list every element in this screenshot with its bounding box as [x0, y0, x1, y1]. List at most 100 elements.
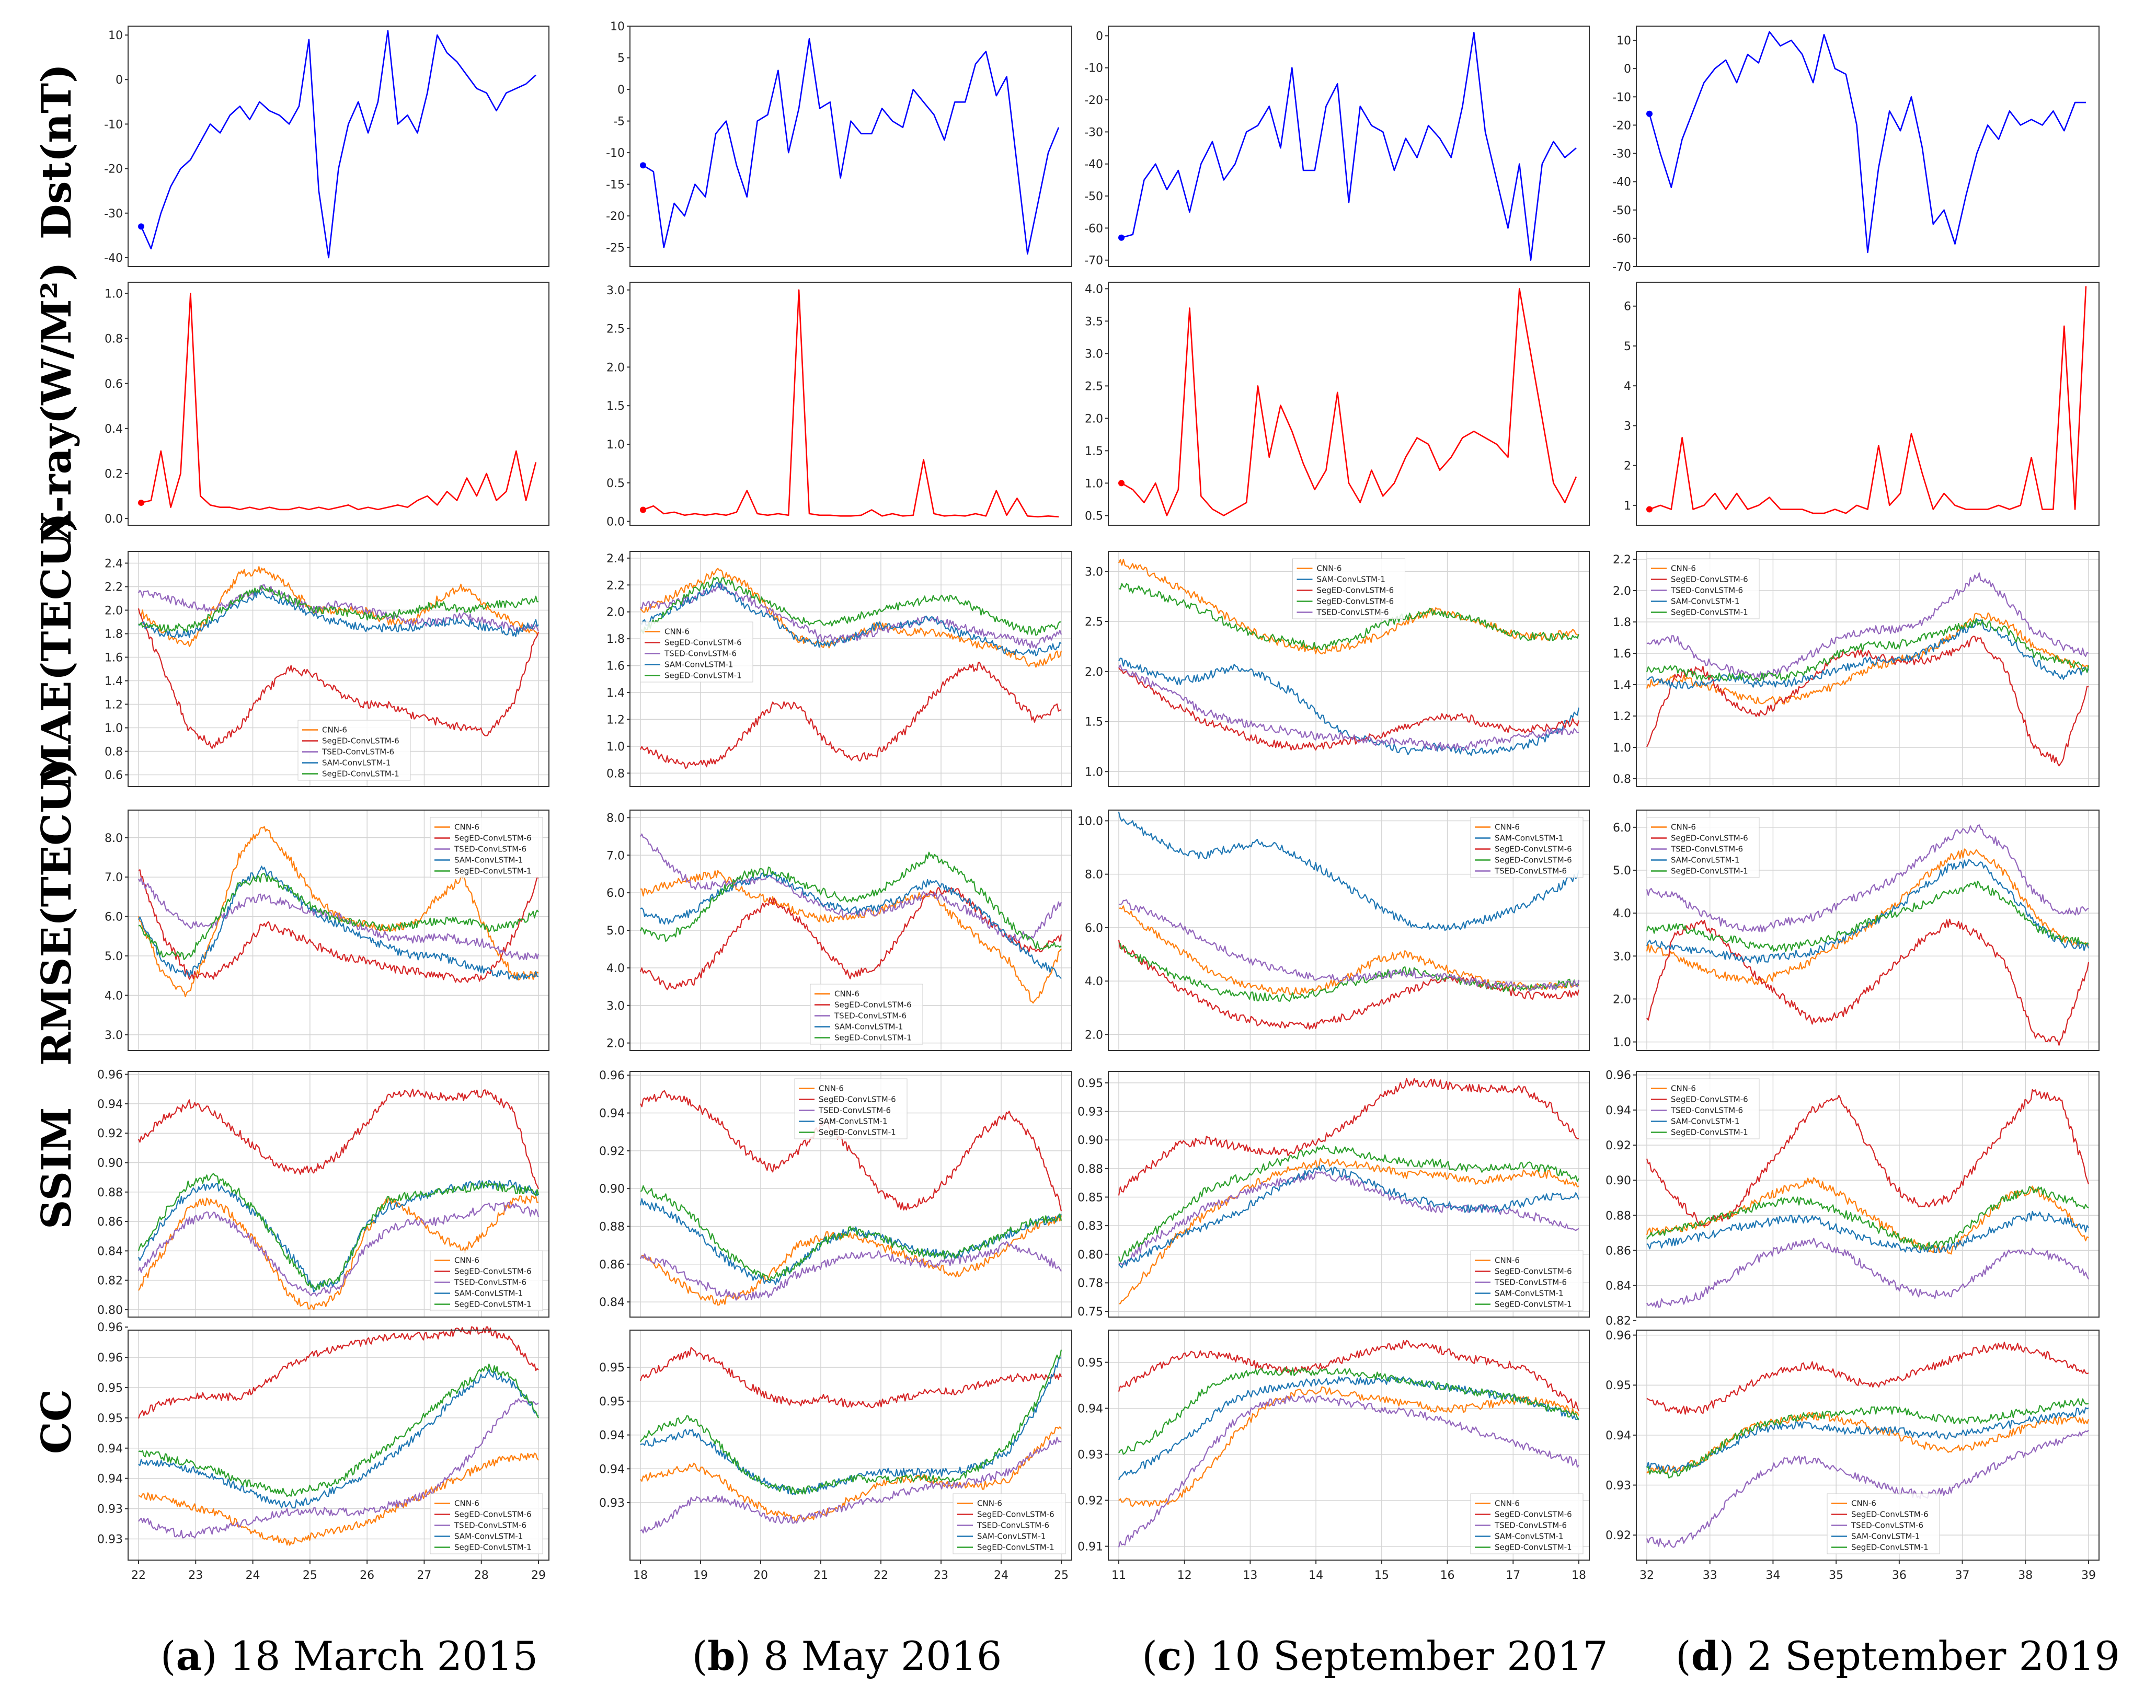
y-tick-label: 5	[617, 52, 625, 65]
y-tick-label: 1.8	[105, 628, 123, 641]
y-tick-label: 0.94	[1077, 1403, 1103, 1416]
x-tick-label: 28	[474, 1569, 489, 1582]
y-tick-label: 2.0	[1085, 666, 1103, 679]
y-tick-label: -30	[104, 207, 123, 221]
legend: CNN-6SegED-ConvLSTM-6TSED-ConvLSTM-6SAM-…	[810, 984, 923, 1045]
caption-b: (b) 8 May 2016	[692, 1633, 1002, 1679]
legend-entry: SegED-ConvLSTM-1	[454, 1543, 532, 1552]
panel-dst-d: 10 0 -10 -20 -30 -40 -50 -60 -70	[1612, 26, 2100, 274]
series-group	[639, 833, 1062, 1004]
y-tick-label: 0.8	[1613, 773, 1631, 786]
y-tick-label: 3.5	[1085, 315, 1103, 328]
row-label-dst: Dst(nT)	[33, 64, 81, 239]
y-tick-labels: 4.0 3.5 3.0 2.5 2.0 1.5 1.0 0.5	[1085, 283, 1108, 523]
legend-entry: SegED-ConvLSTM-1	[977, 1543, 1054, 1552]
y-tick-label: 1.0	[1613, 742, 1631, 755]
y-tick-label: 0.83	[1077, 1220, 1103, 1233]
y-tick-label: 0.95	[97, 1412, 123, 1425]
y-tick-label: 0.94	[599, 1463, 625, 1476]
legend: CNN-6SegED-ConvLSTM-6TSED-ConvLSTM-6SAM-…	[1646, 1078, 1760, 1139]
series-line-seged-convlstm-1	[1118, 1145, 1579, 1263]
legend-entry: SegED-ConvLSTM-6	[1317, 586, 1394, 595]
panel-cc-b: 0.95 0.95 0.94 0.94 0.93 18 19 20 21 22 23 24 25 CNN-…	[599, 1330, 1072, 1582]
legend-entry: SegED-ConvLSTM-6	[1495, 1267, 1572, 1276]
axes-frame	[629, 1071, 1072, 1318]
legend: CNN-6SegED-ConvLSTM-6TSED-ConvLSTM-6SAM-…	[1646, 817, 1760, 878]
legend-entry: SAM-ConvLSTM-1	[1671, 597, 1739, 606]
y-tick-label: 2.0	[1085, 412, 1103, 425]
x-tick-label: 20	[753, 1569, 768, 1582]
series-line-tsed-convlstm-6	[1646, 824, 2089, 932]
legend-entry: TSED-ConvLSTM-6	[454, 845, 526, 854]
axes-frame	[1108, 551, 1590, 787]
legend-entry: SAM-ConvLSTM-1	[834, 1022, 903, 1032]
y-tick-labels: 2.4 2.2 2.0 1.8 1.6 1.4 1.2 1.0 0.8	[606, 552, 630, 780]
caption-b-date: 8 May 2016	[763, 1633, 1002, 1679]
x-tick-label: 32	[1639, 1569, 1654, 1582]
panel-dst-b: 10 5 0 -5 -10 -15 -20 -25	[606, 20, 1072, 267]
y-tick-label: -15	[606, 179, 625, 192]
series-line-seged-convlstm-6	[639, 1347, 1062, 1409]
x-tick-label: 23	[934, 1569, 948, 1582]
y-tick-label: 0.93	[97, 1503, 123, 1516]
y-tick-label: -20	[1612, 119, 1631, 132]
series-line-sam-convlstm-1	[1118, 1164, 1580, 1268]
series-line-seged-convlstm-6	[1118, 583, 1580, 651]
y-tick-label: 1.4	[606, 687, 625, 700]
y-tick-label: 1.6	[606, 660, 625, 673]
legend-entry: TSED-ConvLSTM-6	[818, 1106, 891, 1115]
legend-entry: CNN-6	[454, 823, 479, 832]
y-tick-label: 0.94	[97, 1098, 123, 1111]
caption-d-date: 2 September 2019	[1747, 1633, 2120, 1679]
gridlines	[630, 1330, 1072, 1560]
y-tick-label: 0	[617, 84, 625, 97]
legend-entry: SegED-ConvLSTM-1	[454, 867, 532, 876]
panel-rmse-b: 8.07.06.05.04.03.02.0CNN-6SegED-ConvLSTM…	[606, 810, 1072, 1051]
legend-entry: CNN-6	[1495, 823, 1520, 832]
y-tick-labels: 6 5 4 3 2 1	[1624, 301, 1636, 513]
series-line-tsed-convlstm-6	[137, 1202, 540, 1297]
y-tick-label: 2.2	[105, 581, 123, 594]
legend-entry: TSED-ConvLSTM-6	[1670, 1106, 1743, 1115]
legend-entry: SAM-ConvLSTM-1	[1671, 1117, 1739, 1126]
y-tick-labels: 3.0 2.5 2.0 1.5 1.0 0.5 0.0	[606, 284, 630, 529]
panel-ssim-c: 0.95 0.93 0.90 0.88 0.85 0.83 0.80 0.78 0.75 CNN-…	[1077, 1071, 1590, 1319]
y-tick-label: 2.5	[1085, 380, 1103, 393]
y-tick-label: 2.0	[606, 361, 625, 374]
y-tick-labels: 10 5 0 -5 -10 -15 -20 -25	[606, 20, 630, 255]
series-line-tsed-convlstm-6	[1118, 664, 1579, 752]
y-tick-label: 6.0	[1613, 822, 1631, 835]
series-group	[1118, 1078, 1580, 1305]
panel-xray-d: 6 5 4 3 2 1	[1624, 282, 2100, 526]
panel-xray-b: 3.0 2.5 2.0 1.5 1.0 0.5 0.0	[606, 282, 1072, 529]
y-tick-label: 0.88	[97, 1186, 123, 1199]
y-tick-label: 1.0	[606, 438, 625, 452]
y-tick-label: 1.0	[105, 288, 123, 301]
y-tick-label: 6.0	[1085, 922, 1103, 935]
legend: CNN-6SegED-ConvLSTM-6TSED-ConvLSTM-6SAM-…	[430, 817, 543, 878]
y-tick-label: 0	[1096, 30, 1103, 43]
caption-a-letter: a	[176, 1633, 202, 1679]
row-label-cc: CC	[33, 1389, 81, 1454]
legend-entry: SegED-ConvLSTM-6	[454, 834, 532, 843]
series-line-tsed-convlstm-6	[1646, 1429, 2089, 1548]
series-group	[1646, 286, 2087, 514]
y-tick-label: 1	[1624, 500, 1631, 513]
legend-entry: SAM-ConvLSTM-1	[454, 1289, 523, 1298]
series-line-sam-convlstm-1	[640, 872, 1062, 979]
y-tick-label: 3	[1624, 420, 1631, 433]
y-tick-label: 0.93	[1077, 1449, 1103, 1462]
y-tick-label: 0.84	[97, 1245, 123, 1258]
axes-frame	[629, 26, 1072, 267]
legend-entry: SegED-ConvLSTM-1	[819, 1128, 896, 1137]
axes-frame	[629, 551, 1072, 787]
y-tick-label: 0.93	[97, 1533, 123, 1546]
y-tick-label: 1.0	[1085, 766, 1103, 779]
series-line-tsed-convlstm-6	[138, 1398, 539, 1539]
series-line-seged-convlstm-6	[1118, 1078, 1579, 1196]
x-tick-label: 34	[1765, 1569, 1780, 1582]
y-tick-label: 0	[116, 74, 123, 87]
y-tick-label: 0.95	[599, 1395, 625, 1409]
series-line-cnn-6	[640, 568, 1062, 668]
series-group	[1118, 559, 1580, 756]
